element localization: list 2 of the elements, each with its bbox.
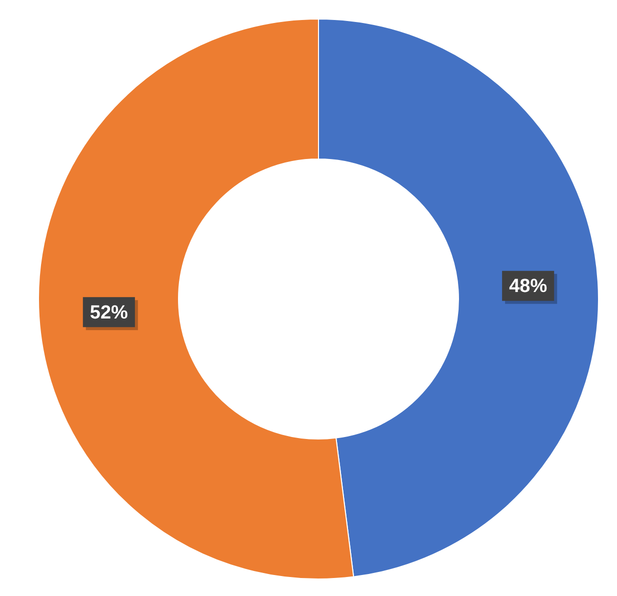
data-label: 52% [90, 302, 128, 324]
data-label: 48% [509, 276, 548, 298]
